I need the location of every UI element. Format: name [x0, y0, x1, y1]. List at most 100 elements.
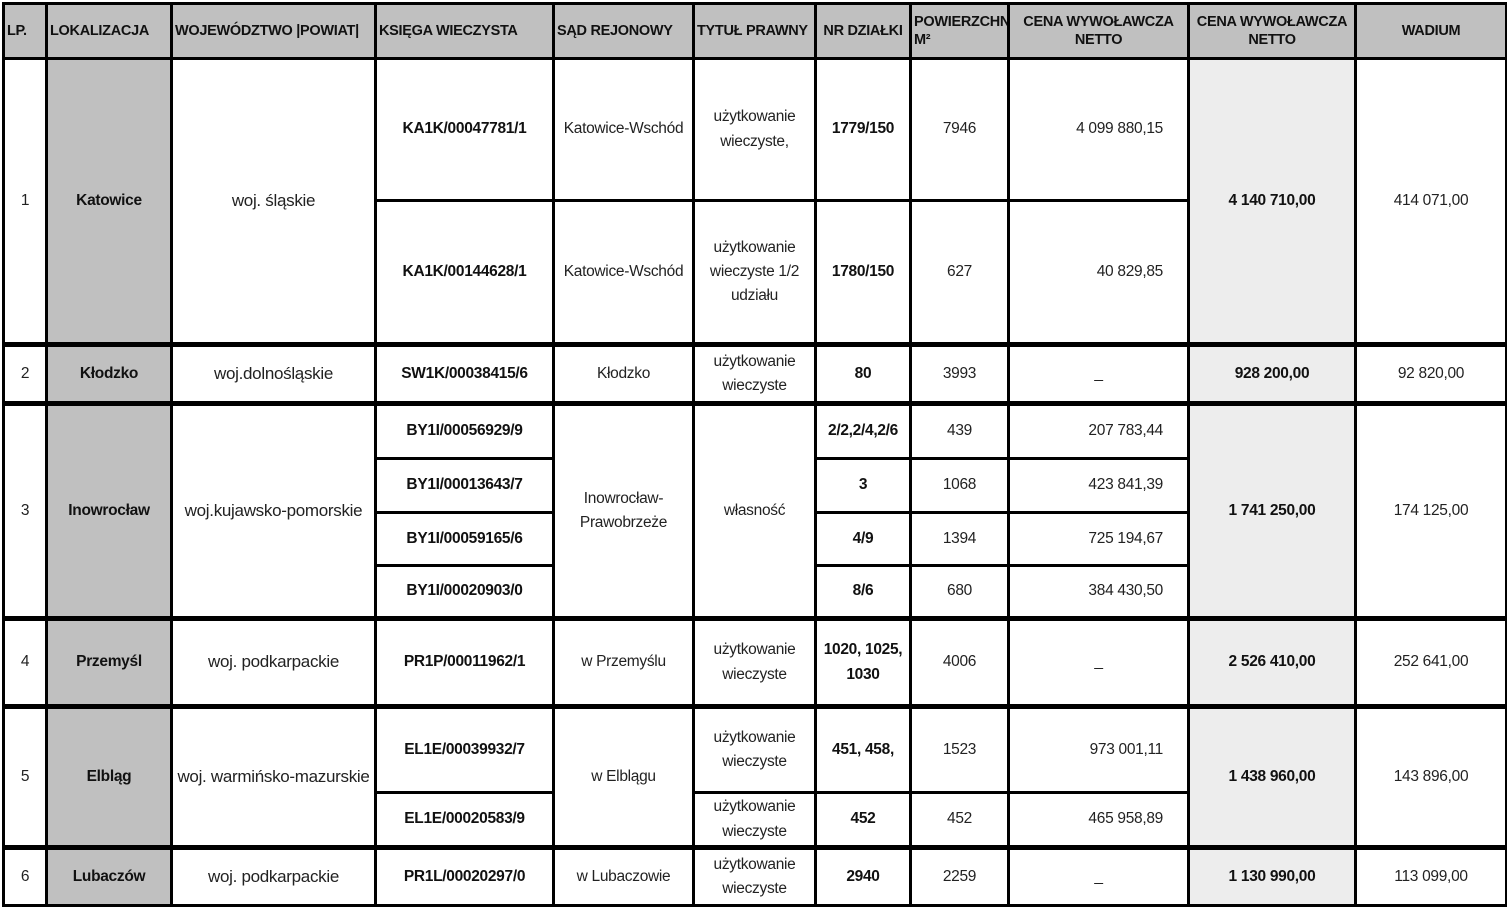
court-cell: Kłodzko	[552, 342, 695, 405]
land-register-cell: KA1K/00047781/1	[374, 57, 555, 202]
court-cell: w Elblągu	[552, 704, 695, 849]
voivodeship-cell: woj. warmińsko-mazurskie	[170, 704, 377, 849]
lp-cell: 3	[2, 401, 48, 620]
header-wadium: WADIUM	[1354, 2, 1507, 60]
header-cena-netto: CENA WYWOŁAWCZA NETTO	[1007, 2, 1190, 60]
land-register-cell: PR1L/00020297/0	[374, 845, 555, 907]
table-row: 3 Inowrocław woj.kujawsko-pomorskie BY1I/00…	[2, 401, 1507, 620]
net-price-cell: 207 783,44	[1007, 401, 1190, 460]
total-price-cell: 2 526 410,00	[1187, 616, 1357, 708]
header-cena-total: CENA WYWOŁAWCZA NETTO	[1187, 2, 1357, 60]
location-cell: Katowice	[45, 57, 173, 346]
net-price-cell: _	[1007, 845, 1190, 907]
table-row: 1 Katowice woj. śląskie KA1K/00047781/1 Kato…	[2, 57, 1507, 346]
deposit-cell: 174 125,00	[1354, 401, 1507, 620]
header-row: LP. LOKALIZACJA WOJEWÓDZTWO |POWIAT| KSI…	[2, 2, 1507, 60]
court-cell: Inowrocław-Prawobrzeże	[552, 401, 695, 620]
net-price-cell: 4 099 880,15	[1007, 57, 1190, 202]
plot-number-cell: 80	[814, 342, 912, 405]
location-cell: Lubaczów	[45, 845, 173, 907]
plot-number-cell: 1780/150	[814, 199, 912, 346]
header-nr-dzialki: NR DZIAŁKI	[814, 2, 912, 60]
voivodeship-cell: woj. podkarpackie	[170, 616, 377, 708]
net-price-cell: 384 430,50	[1007, 564, 1190, 620]
total-price-cell: 928 200,00	[1187, 342, 1357, 405]
deposit-cell: 414 071,00	[1354, 57, 1507, 346]
voivodeship-cell: woj. podkarpackie	[170, 845, 377, 907]
area-cell: 7946	[909, 57, 1010, 202]
plot-number-cell: 2940	[814, 845, 912, 907]
plot-number-cell: 4/9	[814, 511, 912, 567]
net-price-cell: 465 958,89	[1007, 791, 1190, 849]
location-cell: Przemyśl	[45, 616, 173, 708]
table-row: EL1E/00020583/9 użytkowanie wieczyste 452 4…	[4, 791, 1507, 849]
total-price-cell: 1 741 250,00	[1187, 401, 1357, 620]
legal-title-cell: własność	[692, 401, 817, 620]
table-row: BY1I/00020903/0 8/6 680 384 430,50	[4, 564, 1507, 620]
table-row: BY1I/00059165/6 4/9 1394 725 194,67	[4, 511, 1507, 567]
plot-number-cell: 452	[814, 791, 912, 849]
location-cell: Kłodzko	[45, 342, 173, 405]
land-register-cell: EL1E/00039932/7	[374, 704, 555, 794]
court-cell: w Lubaczowie	[552, 845, 695, 907]
voivodeship-cell: woj.kujawsko-pomorskie	[170, 401, 377, 620]
net-price-cell: 40 829,85	[1007, 199, 1190, 346]
lp-cell: 5	[2, 704, 48, 849]
area-cell: 1523	[909, 704, 1010, 794]
header-wojewodztwo: WOJEWÓDZTWO |POWIAT|	[170, 2, 377, 60]
court-cell: Katowice-Wschód	[552, 57, 695, 202]
header-powierzchnia: POWIERZCHNIA M²	[909, 2, 1010, 60]
area-cell: 627	[909, 199, 1010, 346]
header-lokalizacja: LOKALIZACJA	[45, 2, 173, 60]
deposit-cell: 92 820,00	[1354, 342, 1507, 405]
plot-number-cell: 1779/150	[814, 57, 912, 202]
land-register-cell: EL1E/00020583/9	[374, 791, 555, 849]
deposit-cell: 113 099,00	[1354, 845, 1507, 907]
voivodeship-cell: woj.dolnośląskie	[170, 342, 377, 405]
area-cell: 1068	[909, 457, 1010, 514]
legal-title-cell: użytkowanie wieczyste,	[692, 57, 817, 202]
area-cell: 4006	[909, 616, 1010, 708]
table-body: 1 Katowice woj. śląskie KA1K/00047781/1 Kato…	[2, 57, 1507, 907]
legal-title-cell: użytkowanie wieczyste	[692, 704, 817, 794]
net-price-cell: _	[1007, 616, 1190, 708]
area-cell: 452	[909, 791, 1010, 849]
plot-number-cell: 3	[814, 457, 912, 514]
area-cell: 2259	[909, 845, 1010, 907]
net-price-cell: 423 841,39	[1007, 457, 1190, 514]
land-register-cell: BY1I/00020903/0	[374, 564, 555, 620]
table-row: 6 Lubaczów woj. podkarpackie PR1L/00020297/…	[2, 845, 1507, 907]
lp-cell: 2	[2, 342, 48, 405]
area-cell: 439	[909, 401, 1010, 460]
plot-number-cell: 451, 458,	[814, 704, 912, 794]
land-register-cell: BY1I/00056929/9	[374, 401, 555, 460]
location-cell: Inowrocław	[45, 401, 173, 620]
location-cell: Elbląg	[45, 704, 173, 849]
header-ksiega: KSIĘGA WIECZYSTA	[374, 2, 555, 60]
table-row: BY1I/00013643/7 3 1068 423 841,39	[4, 457, 1507, 514]
plot-number-cell: 1020, 1025, 1030	[814, 616, 912, 708]
net-price-cell: _	[1007, 342, 1190, 405]
area-cell: 1394	[909, 511, 1010, 567]
deposit-cell: 143 896,00	[1354, 704, 1507, 849]
header-tytul: TYTUŁ PRAWNY	[692, 2, 817, 60]
legal-title-cell: użytkowanie wieczyste	[692, 791, 817, 849]
land-register-cell: BY1I/00013643/7	[374, 457, 555, 514]
court-cell: Katowice-Wschód	[552, 199, 695, 346]
lp-cell: 4	[2, 616, 48, 708]
net-price-cell: 973 001,11	[1007, 704, 1190, 794]
total-price-cell: 1 130 990,00	[1187, 845, 1357, 907]
plot-number-cell: 8/6	[814, 564, 912, 620]
table-row: 4 Przemyśl woj. podkarpackie PR1P/00011962/…	[2, 616, 1507, 708]
header-lp: LP.	[2, 2, 48, 60]
total-price-cell: 1 438 960,00	[1187, 704, 1357, 849]
lp-cell: 6	[2, 845, 48, 907]
legal-title-cell: użytkowanie wieczyste 1/2 udziału	[692, 199, 817, 346]
legal-title-cell: użytkowanie wieczyste	[692, 616, 817, 708]
land-register-cell: KA1K/00144628/1	[374, 199, 555, 346]
deposit-cell: 252 641,00	[1354, 616, 1507, 708]
court-cell: w Przemyślu	[552, 616, 695, 708]
table-row: 2 Kłodzko woj.dolnośląskie SW1K/00038415/6 K…	[2, 342, 1507, 405]
table-row: 5 Elbląg woj. warmińsko-mazurskie EL1E/0003…	[2, 704, 1507, 849]
